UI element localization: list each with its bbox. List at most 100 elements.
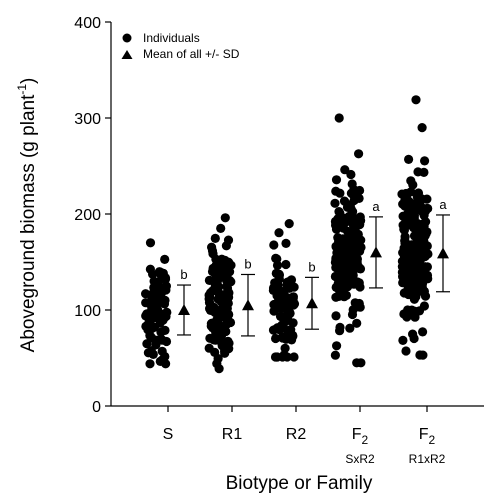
individual-point [355,282,365,292]
individual-point [284,219,294,229]
individual-point [348,305,358,315]
individual-point [398,248,408,258]
individual-point [340,264,350,274]
x-tick-label: F2 [419,426,436,447]
individual-point [208,302,218,312]
y-axis: 0 100 200 300 400 [74,15,111,416]
individual-point [274,228,284,238]
individual-point [147,292,157,302]
individual-point [335,322,345,332]
y-axis-title-superscript: -1 [15,84,29,95]
legend-label-mean: Mean of all +/- SD [143,47,240,61]
individual-point [418,226,428,236]
individual-point [334,113,344,123]
individual-point [408,180,418,190]
legend-label-individuals: Individuals [143,31,200,45]
x-tick-label: S [163,426,174,443]
individual-point [153,280,163,291]
individual-point [420,156,430,166]
individual-point [270,278,280,288]
individual-point [406,242,416,252]
individual-point [346,169,356,180]
individual-point [212,359,222,369]
individual-point [159,299,170,309]
y-tick-label: 200 [74,207,101,224]
individual-point [418,327,428,337]
individual-point [348,190,358,200]
individual-point [332,341,342,351]
individual-point [347,179,357,189]
group-means: b b b a a [177,197,450,337]
individual-point [268,325,279,335]
individual-point [281,259,291,270]
individual-point [348,270,358,280]
individual-point [340,213,350,223]
individual-point [350,238,360,248]
individual-point [333,241,344,251]
individual-point [219,262,229,272]
individual-point [347,247,357,258]
mean-marker [370,246,382,258]
individual-point [411,95,421,105]
mean-marker [306,297,318,309]
individual-point [281,238,291,248]
individual-point [331,186,341,196]
individual-point [158,355,168,365]
individual-point [417,194,427,204]
individual-point [279,350,289,360]
individual-point [220,348,230,358]
individual-point [148,269,158,279]
individual-point [271,333,281,344]
individual-points [141,95,433,374]
individual-point [211,325,221,335]
individual-point [409,199,419,209]
individual-point [142,309,152,319]
individual-point [269,300,279,310]
individual-point [405,282,415,293]
individual-point [221,326,231,337]
legend-triangle-marker [121,50,133,59]
individual-point [356,358,366,368]
individual-point [343,279,353,289]
individual-point [160,325,170,335]
mean-marker [178,304,190,315]
mean-marker [437,247,449,259]
x-axis: S R1 R2 F2 SxR2 F2 R1xR2 [163,406,446,466]
individual-point [207,242,217,252]
individual-point [354,149,364,159]
individual-point [158,268,168,278]
individual-point [272,290,282,301]
individual-point [270,352,281,362]
individual-point [289,352,299,362]
y-tick-label: 100 [74,303,101,320]
individual-point [224,309,234,320]
y-tick-label: 300 [74,111,101,128]
individual-point [157,309,167,319]
individual-point [399,309,409,319]
individual-point [410,306,420,316]
individual-point [330,198,340,208]
x-tick-label: R2 [286,426,307,443]
individual-point [220,213,230,223]
individual-point [145,238,156,248]
y-axis-title-main: Aboveground biomass (g plant [18,94,39,352]
individual-point [143,348,153,358]
individual-point [345,323,355,333]
individual-point [217,338,227,349]
individual-point [157,335,167,345]
individual-point [222,297,232,307]
individual-point [285,308,295,318]
individual-point [214,309,224,319]
individual-point [422,270,433,280]
x-tick-label: F2 [352,426,369,447]
individual-point [277,303,287,313]
individual-point [399,256,409,266]
individual-point [336,288,346,298]
individual-point [346,204,356,214]
y-tick-label: 400 [74,15,101,32]
individual-point [204,343,214,353]
individual-point [221,241,231,251]
individual-point [404,154,414,164]
y-tick-label: 0 [92,399,101,416]
